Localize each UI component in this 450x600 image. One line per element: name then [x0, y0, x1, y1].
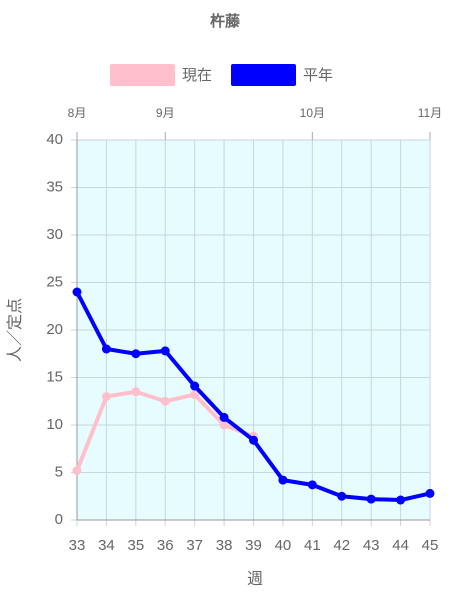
- x-tick-label: 33: [69, 537, 86, 554]
- data-point: [160, 396, 170, 406]
- data-point: [190, 381, 200, 391]
- data-point: [131, 349, 141, 359]
- data-point: [249, 435, 258, 445]
- y-tick-label: 10: [46, 416, 63, 433]
- data-point: [278, 475, 288, 485]
- data-point: [101, 392, 111, 401]
- x-tick-label: 41: [304, 537, 321, 554]
- x-tick-label: 36: [157, 537, 174, 554]
- x-axis-label: 週: [247, 570, 263, 588]
- data-point: [396, 495, 406, 505]
- x2-tick-label: 10月: [300, 106, 325, 120]
- x-tick-label: 34: [98, 537, 115, 554]
- data-point: [366, 494, 376, 504]
- data-point: [337, 491, 347, 501]
- y-tick-label: 15: [46, 368, 63, 385]
- chart-title: 杵藤: [210, 12, 241, 30]
- y-tick-label: 5: [55, 463, 63, 480]
- y-tick-label: 30: [46, 226, 63, 243]
- x2-tick-label: 11月: [418, 106, 442, 120]
- data-point: [219, 412, 229, 422]
- data-point: [190, 390, 200, 400]
- y-tick-label: 40: [46, 131, 63, 148]
- y-tick-label: 25: [46, 273, 63, 290]
- legend-swatch: [231, 64, 296, 86]
- data-point: [160, 346, 170, 356]
- data-point: [307, 480, 317, 490]
- x2-tick-label: 8月: [68, 106, 87, 120]
- data-point: [425, 488, 435, 498]
- x-tick-label: 44: [392, 537, 409, 554]
- legend-label: 現在: [182, 67, 212, 84]
- legend-swatch: [110, 64, 175, 86]
- y-tick-label: 20: [46, 321, 63, 338]
- x-tick-label: 40: [275, 537, 292, 554]
- x2-tick-label: 9月: [156, 106, 175, 120]
- legend-label: 平年: [303, 67, 333, 84]
- data-point: [72, 466, 82, 476]
- data-point: [219, 420, 229, 430]
- data-point: [131, 387, 141, 397]
- data-point: [101, 344, 111, 354]
- y-tick-label: 0: [55, 511, 63, 528]
- x-tick-label: 37: [186, 537, 203, 554]
- y-tick-label: 35: [46, 178, 63, 195]
- x-tick-label: 42: [333, 537, 350, 554]
- data-point: [72, 287, 82, 297]
- x-tick-label: 35: [127, 537, 144, 554]
- x-tick-label: 38: [216, 537, 233, 554]
- x-tick-label: 39: [245, 537, 262, 554]
- x-tick-label: 43: [363, 537, 380, 554]
- x-tick-label: 45: [422, 537, 439, 554]
- y-axis-label: 人／定点: [6, 298, 24, 362]
